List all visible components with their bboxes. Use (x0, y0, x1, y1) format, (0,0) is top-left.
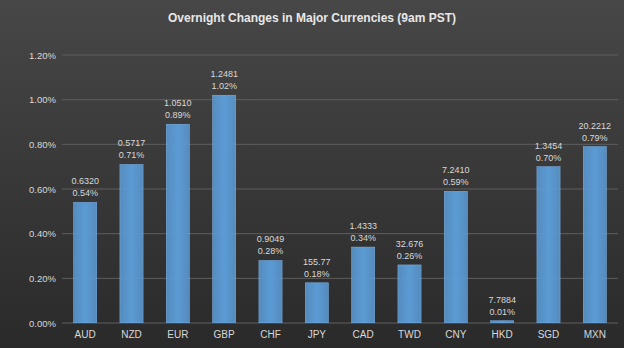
bar (259, 260, 282, 323)
bar (583, 147, 606, 323)
bar (120, 164, 143, 323)
y-tick-label: 0.80% (29, 139, 56, 150)
x-tick-label: GBP (214, 329, 235, 340)
x-tick-label: JPY (308, 329, 327, 340)
rate-label: 0.6320 (71, 176, 99, 186)
data-label: 0.70% (536, 153, 562, 163)
x-tick-label: EUR (167, 329, 188, 340)
rate-label: 7.2410 (442, 165, 470, 175)
grid-line (62, 99, 618, 100)
x-tick-label: CNY (445, 329, 466, 340)
x-tick-label: HKD (492, 329, 513, 340)
x-tick-label: TWD (398, 329, 421, 340)
data-label: 0.59% (443, 177, 469, 187)
bar (166, 124, 189, 323)
title: Overnight Changes in Major Currencies (9… (168, 11, 456, 25)
grid-line (62, 278, 618, 279)
grid-line (62, 323, 618, 324)
rate-label: 32.676 (396, 239, 424, 249)
rate-label: 1.2481 (210, 69, 238, 79)
bar (491, 321, 514, 323)
bar (537, 167, 560, 323)
x-tick-label: MXN (584, 329, 606, 340)
data-label: 0.89% (165, 110, 191, 120)
y-tick-label: 1.20% (29, 50, 56, 61)
bar (352, 247, 375, 323)
grid-line (62, 189, 618, 190)
bar (74, 202, 97, 323)
background (0, 0, 624, 348)
x-tick-label: NZD (121, 329, 142, 340)
rate-label: 1.3454 (535, 141, 563, 151)
grid-line (62, 233, 618, 234)
data-label: 0.54% (72, 188, 98, 198)
y-tick-label: 0.40% (29, 228, 56, 239)
data-label: 0.79% (582, 133, 608, 143)
x-tick-label: SGD (538, 329, 560, 340)
rate-label: 155.77 (303, 257, 331, 267)
x-tick-label: CHF (260, 329, 281, 340)
bar (444, 191, 467, 323)
data-label: 0.34% (350, 233, 376, 243)
data-label: 0.71% (119, 150, 145, 160)
rate-label: 7.7884 (488, 295, 516, 305)
bars (74, 95, 607, 323)
data-label: 0.01% (489, 307, 515, 317)
bar (305, 283, 328, 323)
y-tick-label: 0.00% (29, 318, 56, 329)
data-label: 1.02% (211, 81, 237, 91)
x-tick-label: AUD (75, 329, 96, 340)
y-tick-label: 1.00% (29, 94, 56, 105)
data-label: 0.18% (304, 269, 330, 279)
rate-label: 0.5717 (118, 138, 146, 148)
data-label: 0.26% (397, 251, 423, 261)
bar (213, 95, 236, 323)
x-tick-label: CAD (353, 329, 374, 340)
bar (398, 265, 421, 323)
y-tick-label: 0.20% (29, 273, 56, 284)
grid-line (62, 55, 618, 56)
chart: Overnight Changes in Major Currencies (9… (0, 0, 624, 348)
rate-label: 1.0510 (164, 98, 192, 108)
rate-label: 0.9049 (257, 234, 285, 244)
rate-label: 20.2212 (579, 121, 612, 131)
rate-label: 1.4333 (349, 221, 377, 231)
y-tick-label: 0.60% (29, 184, 56, 195)
data-label: 0.28% (258, 246, 284, 256)
